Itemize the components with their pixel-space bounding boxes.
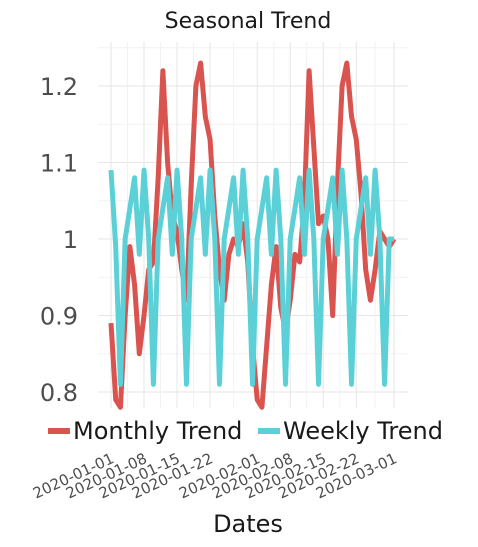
y-tick-label: 1.2 bbox=[40, 73, 78, 101]
y-tick-label: 1.1 bbox=[40, 150, 78, 178]
legend-label-monthly: Monthly Trend bbox=[73, 417, 242, 445]
x-axis-label: Dates bbox=[213, 510, 283, 538]
series-line-weekly-trend bbox=[108, 167, 394, 387]
legend-label-weekly: Weekly Trend bbox=[283, 417, 443, 445]
y-tick-label: 0.9 bbox=[40, 303, 78, 331]
x-axis-ticks: 2020-01-012020-01-082020-01-152020-01-22… bbox=[30, 449, 400, 502]
legend: Monthly Trend Weekly Trend bbox=[48, 417, 443, 445]
y-axis-ticks: 0.8 0.9 1 1.1 1.2 bbox=[40, 73, 78, 407]
chart-title: Seasonal Trend bbox=[165, 9, 332, 34]
y-tick-label: 0.8 bbox=[40, 379, 78, 407]
y-tick-label: 1 bbox=[63, 226, 78, 254]
series-lines bbox=[108, 60, 397, 410]
